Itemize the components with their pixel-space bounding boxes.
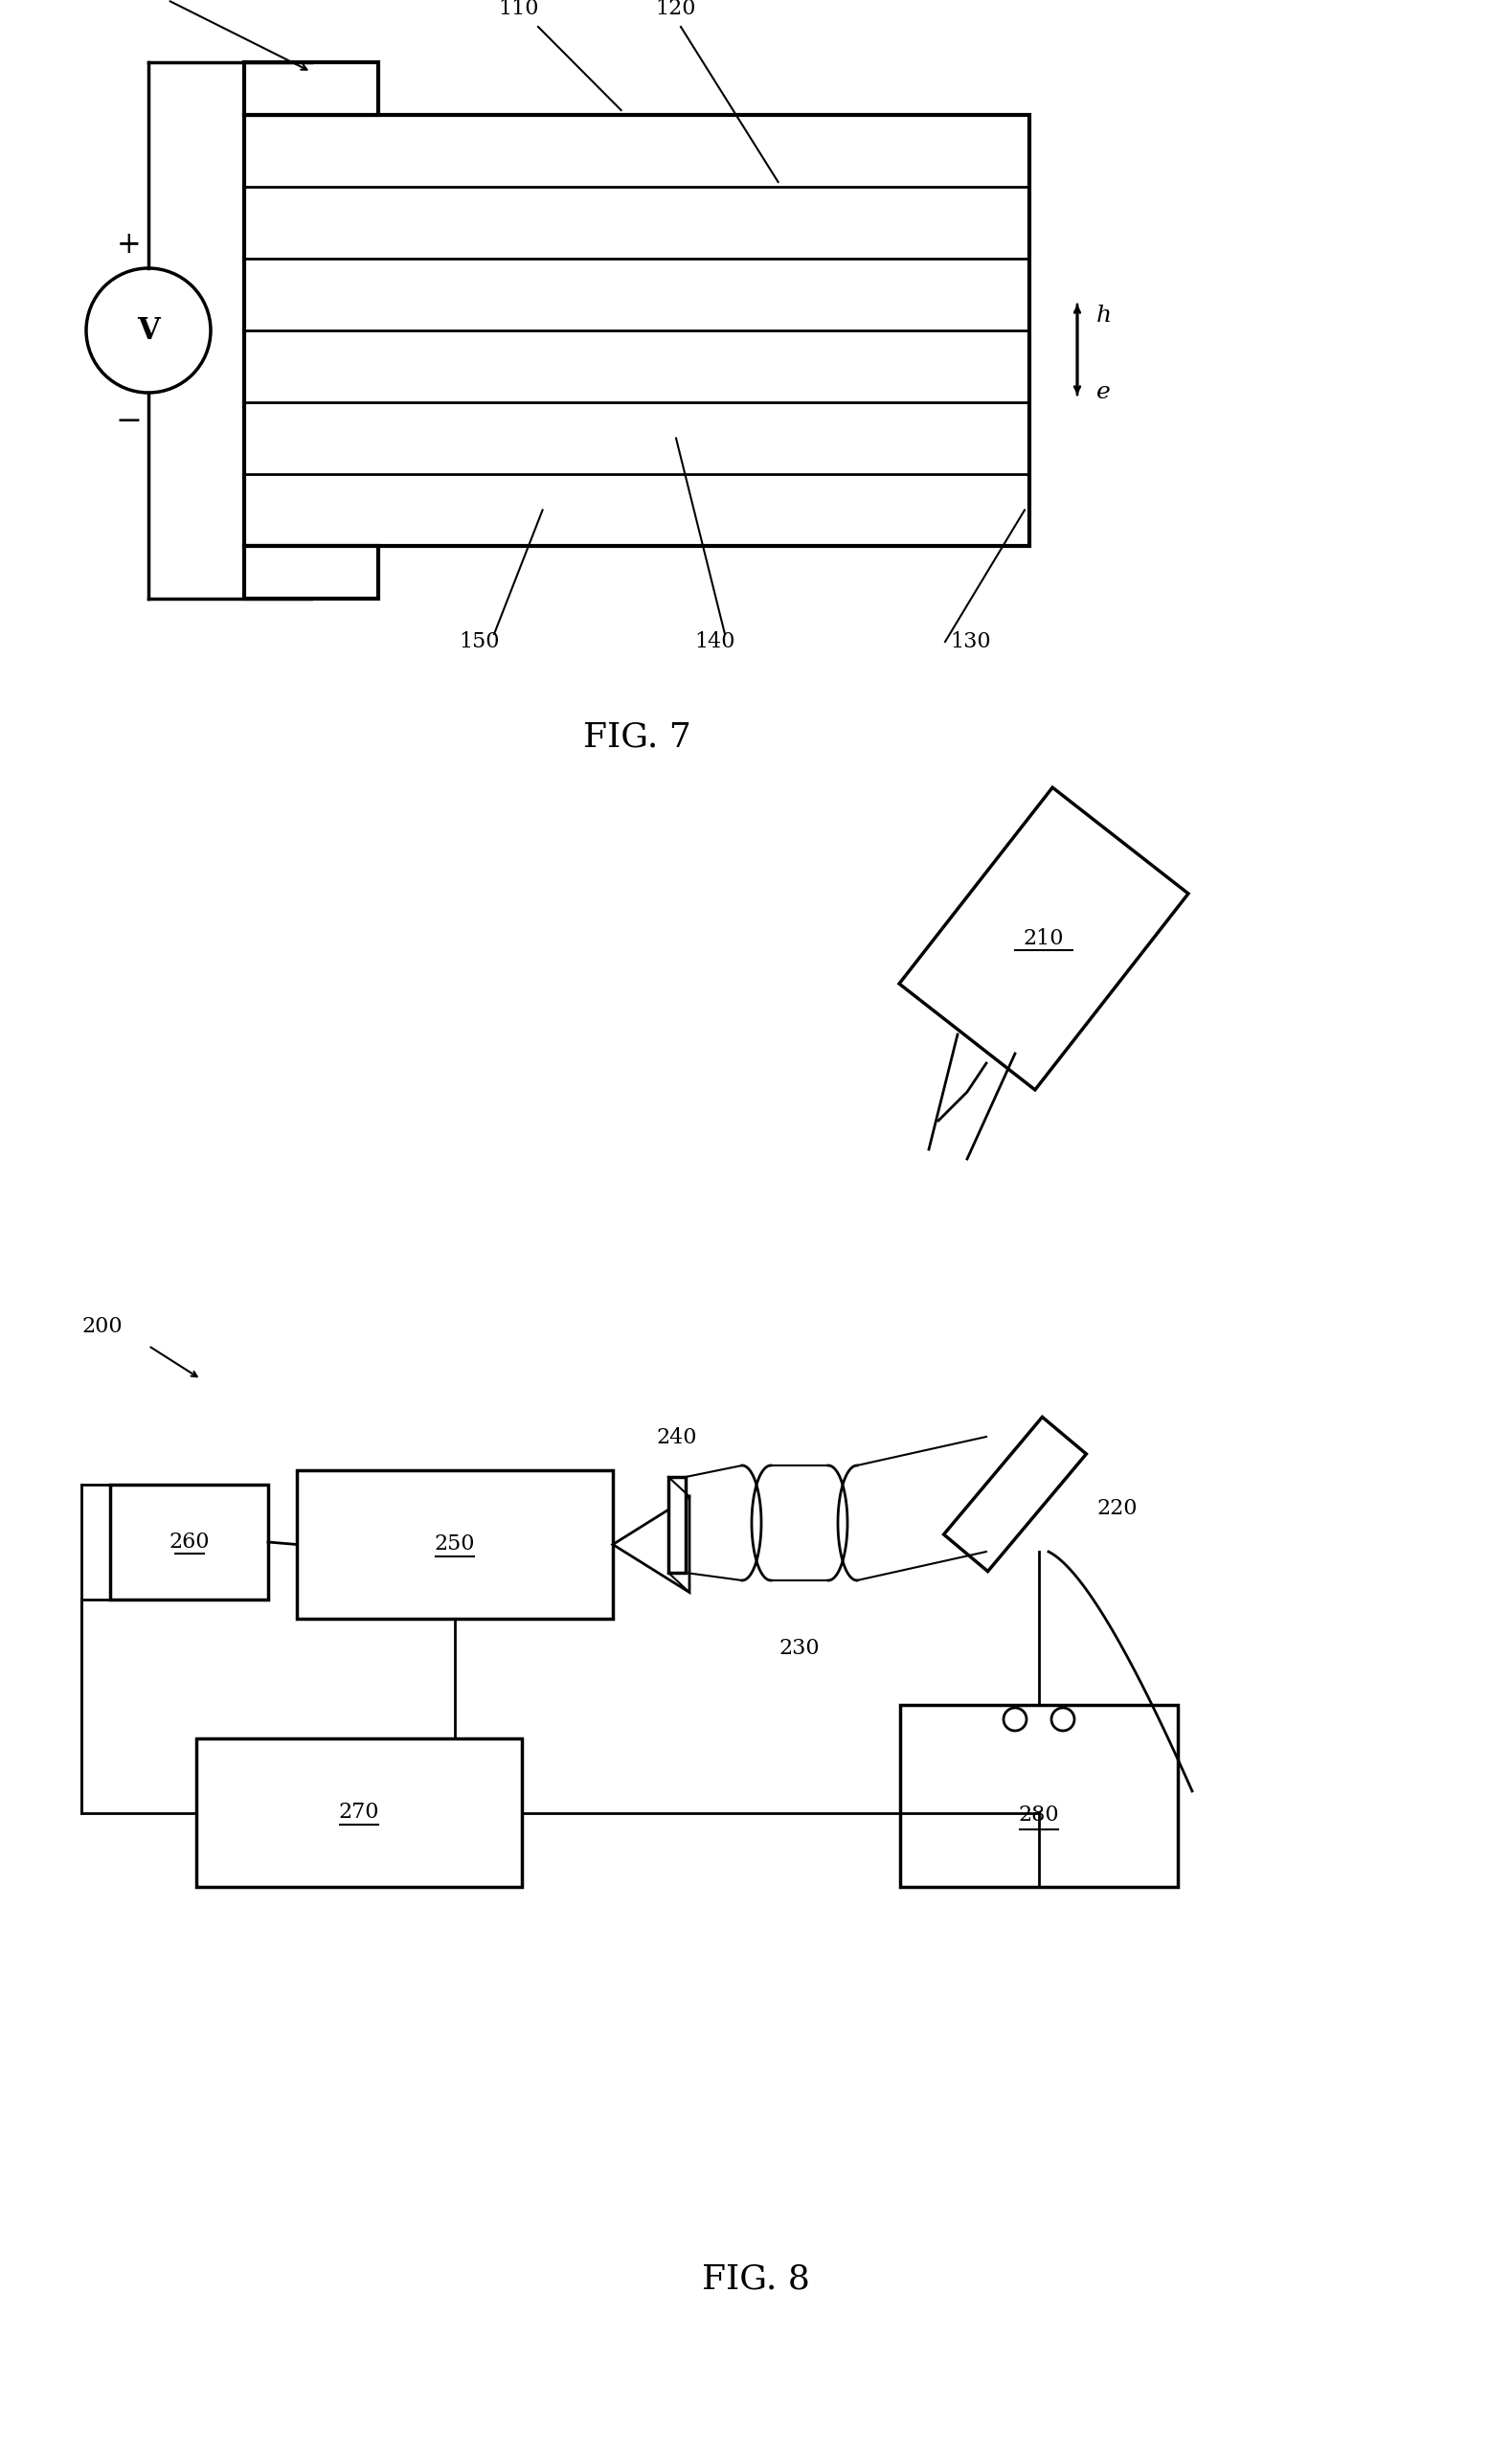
- Text: 260: 260: [169, 1532, 210, 1552]
- Bar: [197, 1738, 522, 1888]
- Text: 270: 270: [339, 1802, 380, 1824]
- Text: 240: 240: [656, 1427, 697, 1449]
- Text: V: V: [138, 316, 160, 346]
- Bar: [900, 1704, 1178, 1888]
- Bar: [668, 1476, 685, 1572]
- Text: 280: 280: [1019, 1805, 1060, 1827]
- Text: 200: 200: [82, 1317, 122, 1336]
- Text: 210: 210: [1024, 929, 1064, 949]
- Bar: [243, 61, 378, 115]
- Polygon shape: [900, 787, 1188, 1089]
- Text: e: e: [1096, 383, 1110, 405]
- Bar: [110, 1483, 268, 1599]
- Text: 130: 130: [950, 630, 990, 652]
- Bar: [243, 547, 378, 598]
- Text: −: −: [116, 407, 142, 436]
- Text: h: h: [1096, 304, 1111, 326]
- Polygon shape: [943, 1417, 1086, 1572]
- Text: 120: 120: [656, 0, 697, 20]
- Text: 140: 140: [696, 630, 736, 652]
- Text: FIG. 7: FIG. 7: [582, 721, 691, 753]
- Text: +: +: [116, 230, 142, 260]
- Text: 110: 110: [499, 0, 540, 20]
- Text: 230: 230: [779, 1638, 820, 1660]
- Bar: [243, 115, 1030, 547]
- Bar: [296, 1471, 612, 1618]
- Text: 220: 220: [1096, 1498, 1137, 1520]
- Text: 250: 250: [434, 1535, 475, 1555]
- Text: FIG. 8: FIG. 8: [702, 2263, 809, 2295]
- Text: 150: 150: [460, 630, 500, 652]
- Polygon shape: [612, 1496, 689, 1591]
